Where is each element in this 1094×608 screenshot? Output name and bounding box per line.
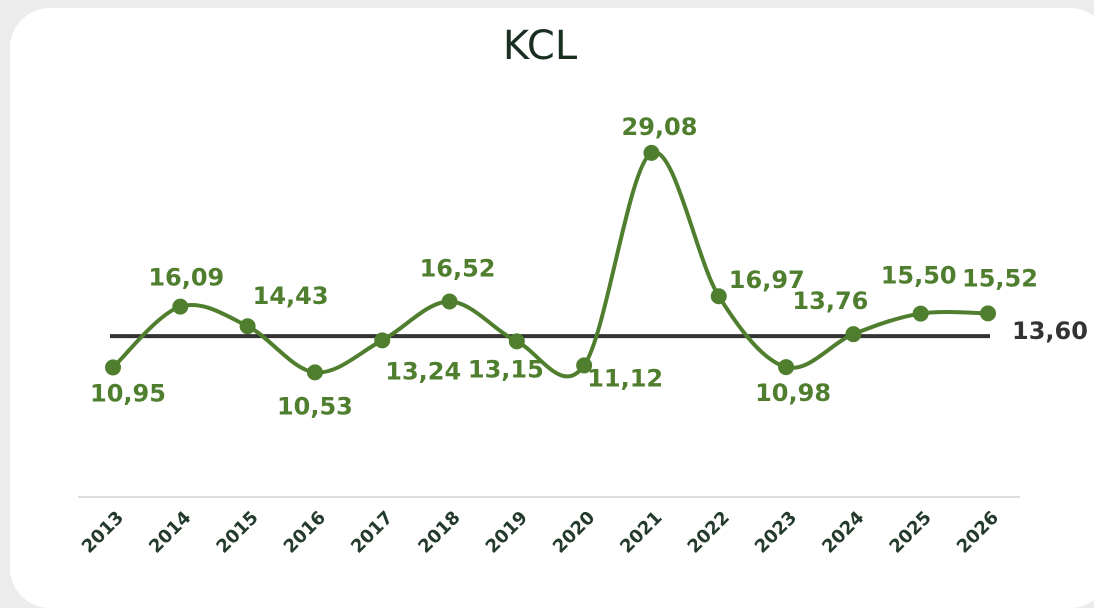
- x-tick-label: 2014: [145, 507, 195, 557]
- point: [105, 359, 121, 376]
- data-label: 14,43: [253, 282, 329, 310]
- point: [306, 364, 323, 381]
- x-tick-label: 2021: [616, 507, 666, 557]
- page: KCL 2013 2014 2015 2016 2017 2018 2019 2020 2021…: [10, 8, 1094, 608]
- x-tick-label: 2026: [953, 507, 1003, 557]
- data-label: 29,08: [622, 113, 698, 141]
- x-tick-label: 2017: [347, 507, 397, 557]
- data-label: 16,09: [148, 264, 224, 292]
- data-label: 16,97: [729, 266, 805, 294]
- data-label: 10,95: [90, 379, 166, 407]
- chart: KCL 2013 2014 2015 2016 2017 2018 2019 2020 2021…: [78, 23, 1088, 558]
- point: [172, 298, 189, 315]
- data-label: 15,50: [881, 262, 957, 290]
- point: [643, 144, 660, 161]
- x-tick-label: 2024: [818, 507, 868, 557]
- data-label: 10,53: [277, 392, 353, 420]
- point: [508, 333, 525, 350]
- x-tick-label: 2018: [414, 507, 464, 557]
- x-tick-label: 2016: [280, 507, 330, 557]
- point: [576, 357, 593, 374]
- x-tick-label: 2020: [549, 507, 599, 557]
- data-label: 15,52: [962, 264, 1038, 292]
- point: [912, 305, 929, 322]
- data-label: 16,52: [420, 255, 496, 283]
- point: [845, 326, 862, 343]
- data-label: 11,12: [587, 364, 663, 392]
- x-tick-label: 2013: [78, 507, 128, 557]
- data-label: 13,76: [792, 287, 868, 315]
- reference-label: 13,60: [1012, 317, 1088, 345]
- x-tick-label: 2023: [751, 507, 801, 557]
- point: [778, 359, 795, 376]
- data-label: 13,24: [385, 357, 461, 385]
- point: [980, 305, 996, 322]
- point: [441, 293, 458, 310]
- line: [111, 150, 989, 379]
- point: [374, 332, 391, 349]
- card: [10, 8, 1094, 608]
- point: [239, 318, 256, 335]
- x-tick-label: 2022: [684, 507, 734, 557]
- data-label: 13,15: [468, 355, 544, 383]
- x-tick-label: 2025: [885, 507, 935, 557]
- point: [710, 288, 727, 305]
- data-label: 10,98: [755, 379, 831, 407]
- x-tick-label: 2015: [212, 507, 262, 557]
- chart-title: KCL: [503, 23, 578, 69]
- x-tick-label: 2019: [482, 507, 532, 557]
